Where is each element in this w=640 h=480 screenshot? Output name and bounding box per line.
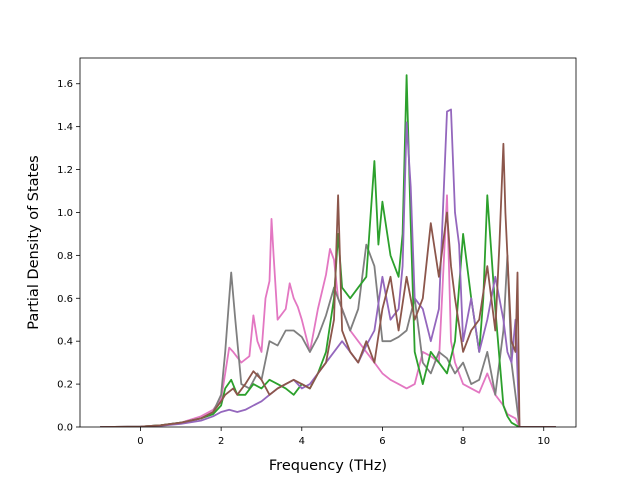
- y-axis-label: Partial Density of States: [26, 155, 42, 329]
- y-tick-label: 1.2: [57, 165, 73, 176]
- y-axis-ticks: 0.0 0.2 0.4 0.6 0.8 1.0 1.2 1.4 1.6: [57, 79, 80, 434]
- y-tick-label: 1.4: [57, 122, 73, 133]
- series-line-2: [100, 243, 556, 427]
- y-tick-label: 0.2: [57, 380, 73, 391]
- series-line-3: [100, 74, 556, 427]
- x-tick-label: 0: [137, 436, 143, 447]
- plot-area: [100, 74, 556, 427]
- x-tick-label: 6: [379, 436, 385, 447]
- series-line-4: [100, 108, 556, 427]
- y-tick-label: 1.6: [57, 79, 73, 90]
- y-tick-label: 0.4: [57, 337, 73, 348]
- y-tick-label: 0.0: [57, 423, 73, 434]
- y-tick-label: 0.6: [57, 294, 73, 305]
- series-line-5: [100, 142, 556, 427]
- plot-frame: [79, 57, 577, 428]
- y-tick-label: 1.0: [57, 208, 73, 219]
- x-axis-ticks: 0 2 4 6 8 10: [137, 427, 550, 447]
- y-tick-label: 0.8: [57, 251, 73, 262]
- x-tick-label: 2: [218, 436, 224, 447]
- x-axis-label: Frequency (THz): [269, 458, 387, 474]
- x-tick-label: 8: [460, 436, 466, 447]
- x-tick-label: 10: [537, 436, 550, 447]
- x-tick-label: 4: [299, 436, 305, 447]
